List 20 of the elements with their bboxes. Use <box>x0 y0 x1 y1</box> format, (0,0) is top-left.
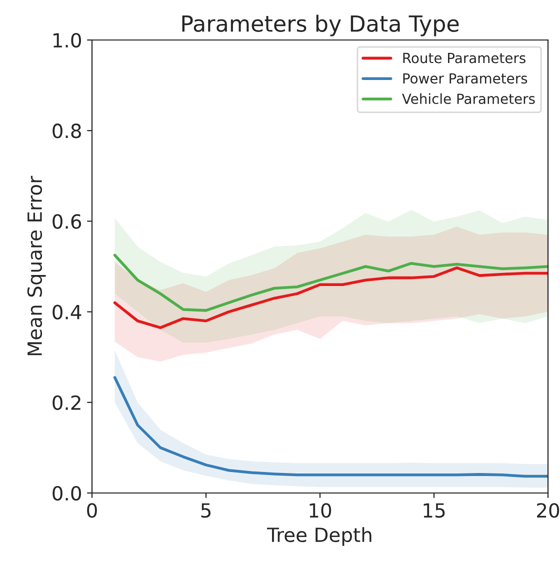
legend-label: Route Parameters <box>403 52 526 64</box>
x-tick-label: 5 <box>201 503 210 518</box>
legend-label: Power Parameters <box>403 73 528 84</box>
x-axis-title: Tree Depth <box>266 527 372 546</box>
y-tick-label: 0.8 <box>52 124 81 138</box>
y-axis-title: Mean Square Error <box>27 176 46 356</box>
chart-title: Parameters by Data Type <box>182 14 459 36</box>
line-series <box>113 376 548 478</box>
legend-label: Vehicle Parameters <box>402 93 535 104</box>
x-tick-label: 15 <box>424 503 445 518</box>
line-series <box>113 254 548 312</box>
y-tick-label: 0.6 <box>52 214 82 229</box>
x-tick-label: 20 <box>537 503 560 518</box>
y-tick-label: 0.2 <box>52 395 80 410</box>
y-tick-label: 1.0 <box>53 32 81 48</box>
x-tick-label: 10 <box>310 503 332 518</box>
y-tick-label: 0.4 <box>52 304 82 320</box>
line-series <box>113 266 548 330</box>
y-tick-label: 0.0 <box>52 486 81 501</box>
x-tick-label: 0 <box>87 503 97 518</box>
